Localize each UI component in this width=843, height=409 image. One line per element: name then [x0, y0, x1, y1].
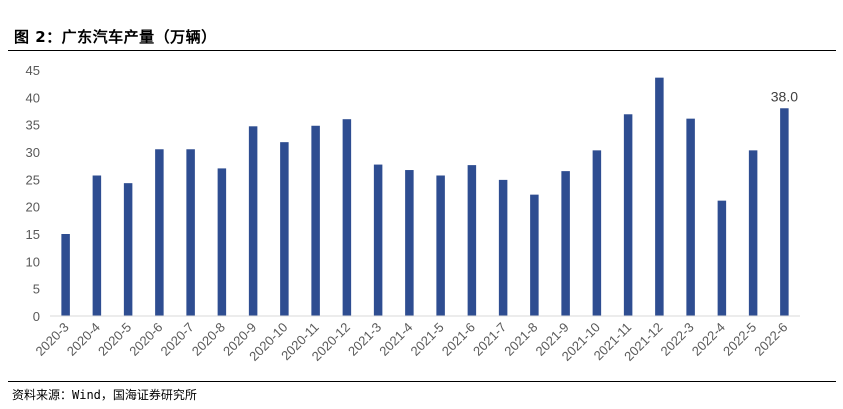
y-tick-label: 30 [26, 145, 40, 160]
x-tick-label: 2022-6 [751, 320, 790, 359]
bar [248, 126, 258, 316]
bar [61, 234, 70, 316]
bar [592, 150, 602, 316]
y-tick-label: 40 [26, 90, 40, 105]
x-axis: 2020-32020-42020-52020-62020-72020-82020… [33, 315, 800, 364]
figure-title: 图 2：广东汽车产量（万辆） [14, 28, 217, 46]
source-note: 资料来源：Wind，国海证券研究所 [12, 388, 197, 402]
y-tick-label: 10 [26, 254, 40, 269]
y-tick-label: 15 [26, 227, 40, 242]
bar [467, 165, 477, 316]
bar [623, 114, 633, 316]
y-axis: 0 5 10 15 20 25 30 35 40 45 [26, 63, 40, 324]
x-tick-label: 2020-5 [95, 320, 134, 359]
x-tick-label: 2020-3 [33, 320, 72, 359]
x-tick-label: 2022-4 [689, 320, 728, 359]
x-tick-label: 2021-4 [376, 320, 415, 359]
bar [280, 142, 289, 316]
x-tick-label: 2021-7 [470, 320, 509, 359]
bar [780, 108, 789, 317]
y-tick-label: 5 [33, 282, 40, 297]
bar [748, 150, 758, 316]
x-tick-label: 2021-8 [501, 320, 540, 359]
bar-series [61, 77, 789, 317]
x-tick-label: 2021-5 [408, 320, 447, 359]
bar [123, 183, 133, 316]
x-tick-label: 2020-7 [158, 320, 197, 359]
data-labels: 38.0 [771, 88, 798, 104]
x-tick-label: 2020-6 [126, 320, 165, 359]
x-tick-label: 2020-4 [64, 320, 103, 359]
x-tick-label: 2020-8 [189, 320, 228, 359]
bar [405, 170, 414, 316]
bar [655, 77, 664, 316]
bar [686, 118, 695, 316]
footer-divider [8, 381, 836, 382]
x-tick-label: 2021-3 [345, 320, 384, 359]
x-tick-label: 2021-6 [439, 320, 478, 359]
bar [92, 175, 102, 316]
bar [498, 179, 508, 316]
y-tick-label: 25 [26, 172, 40, 187]
y-tick-label: 45 [26, 63, 40, 78]
bar [530, 194, 539, 316]
bar [311, 125, 320, 316]
title-divider [8, 50, 836, 51]
bar [717, 200, 727, 316]
bar [436, 175, 445, 316]
bar [373, 164, 383, 316]
bar [561, 171, 570, 316]
bar [217, 168, 227, 316]
x-tick-label: 2022-5 [720, 320, 759, 359]
bar [186, 149, 195, 316]
bar [155, 149, 164, 316]
data-label: 38.0 [771, 88, 798, 104]
y-tick-label: 35 [26, 118, 40, 133]
y-tick-label: 0 [33, 309, 40, 324]
bar [342, 119, 352, 316]
x-tick-label: 2022-3 [658, 320, 697, 359]
y-tick-label: 20 [26, 200, 40, 215]
